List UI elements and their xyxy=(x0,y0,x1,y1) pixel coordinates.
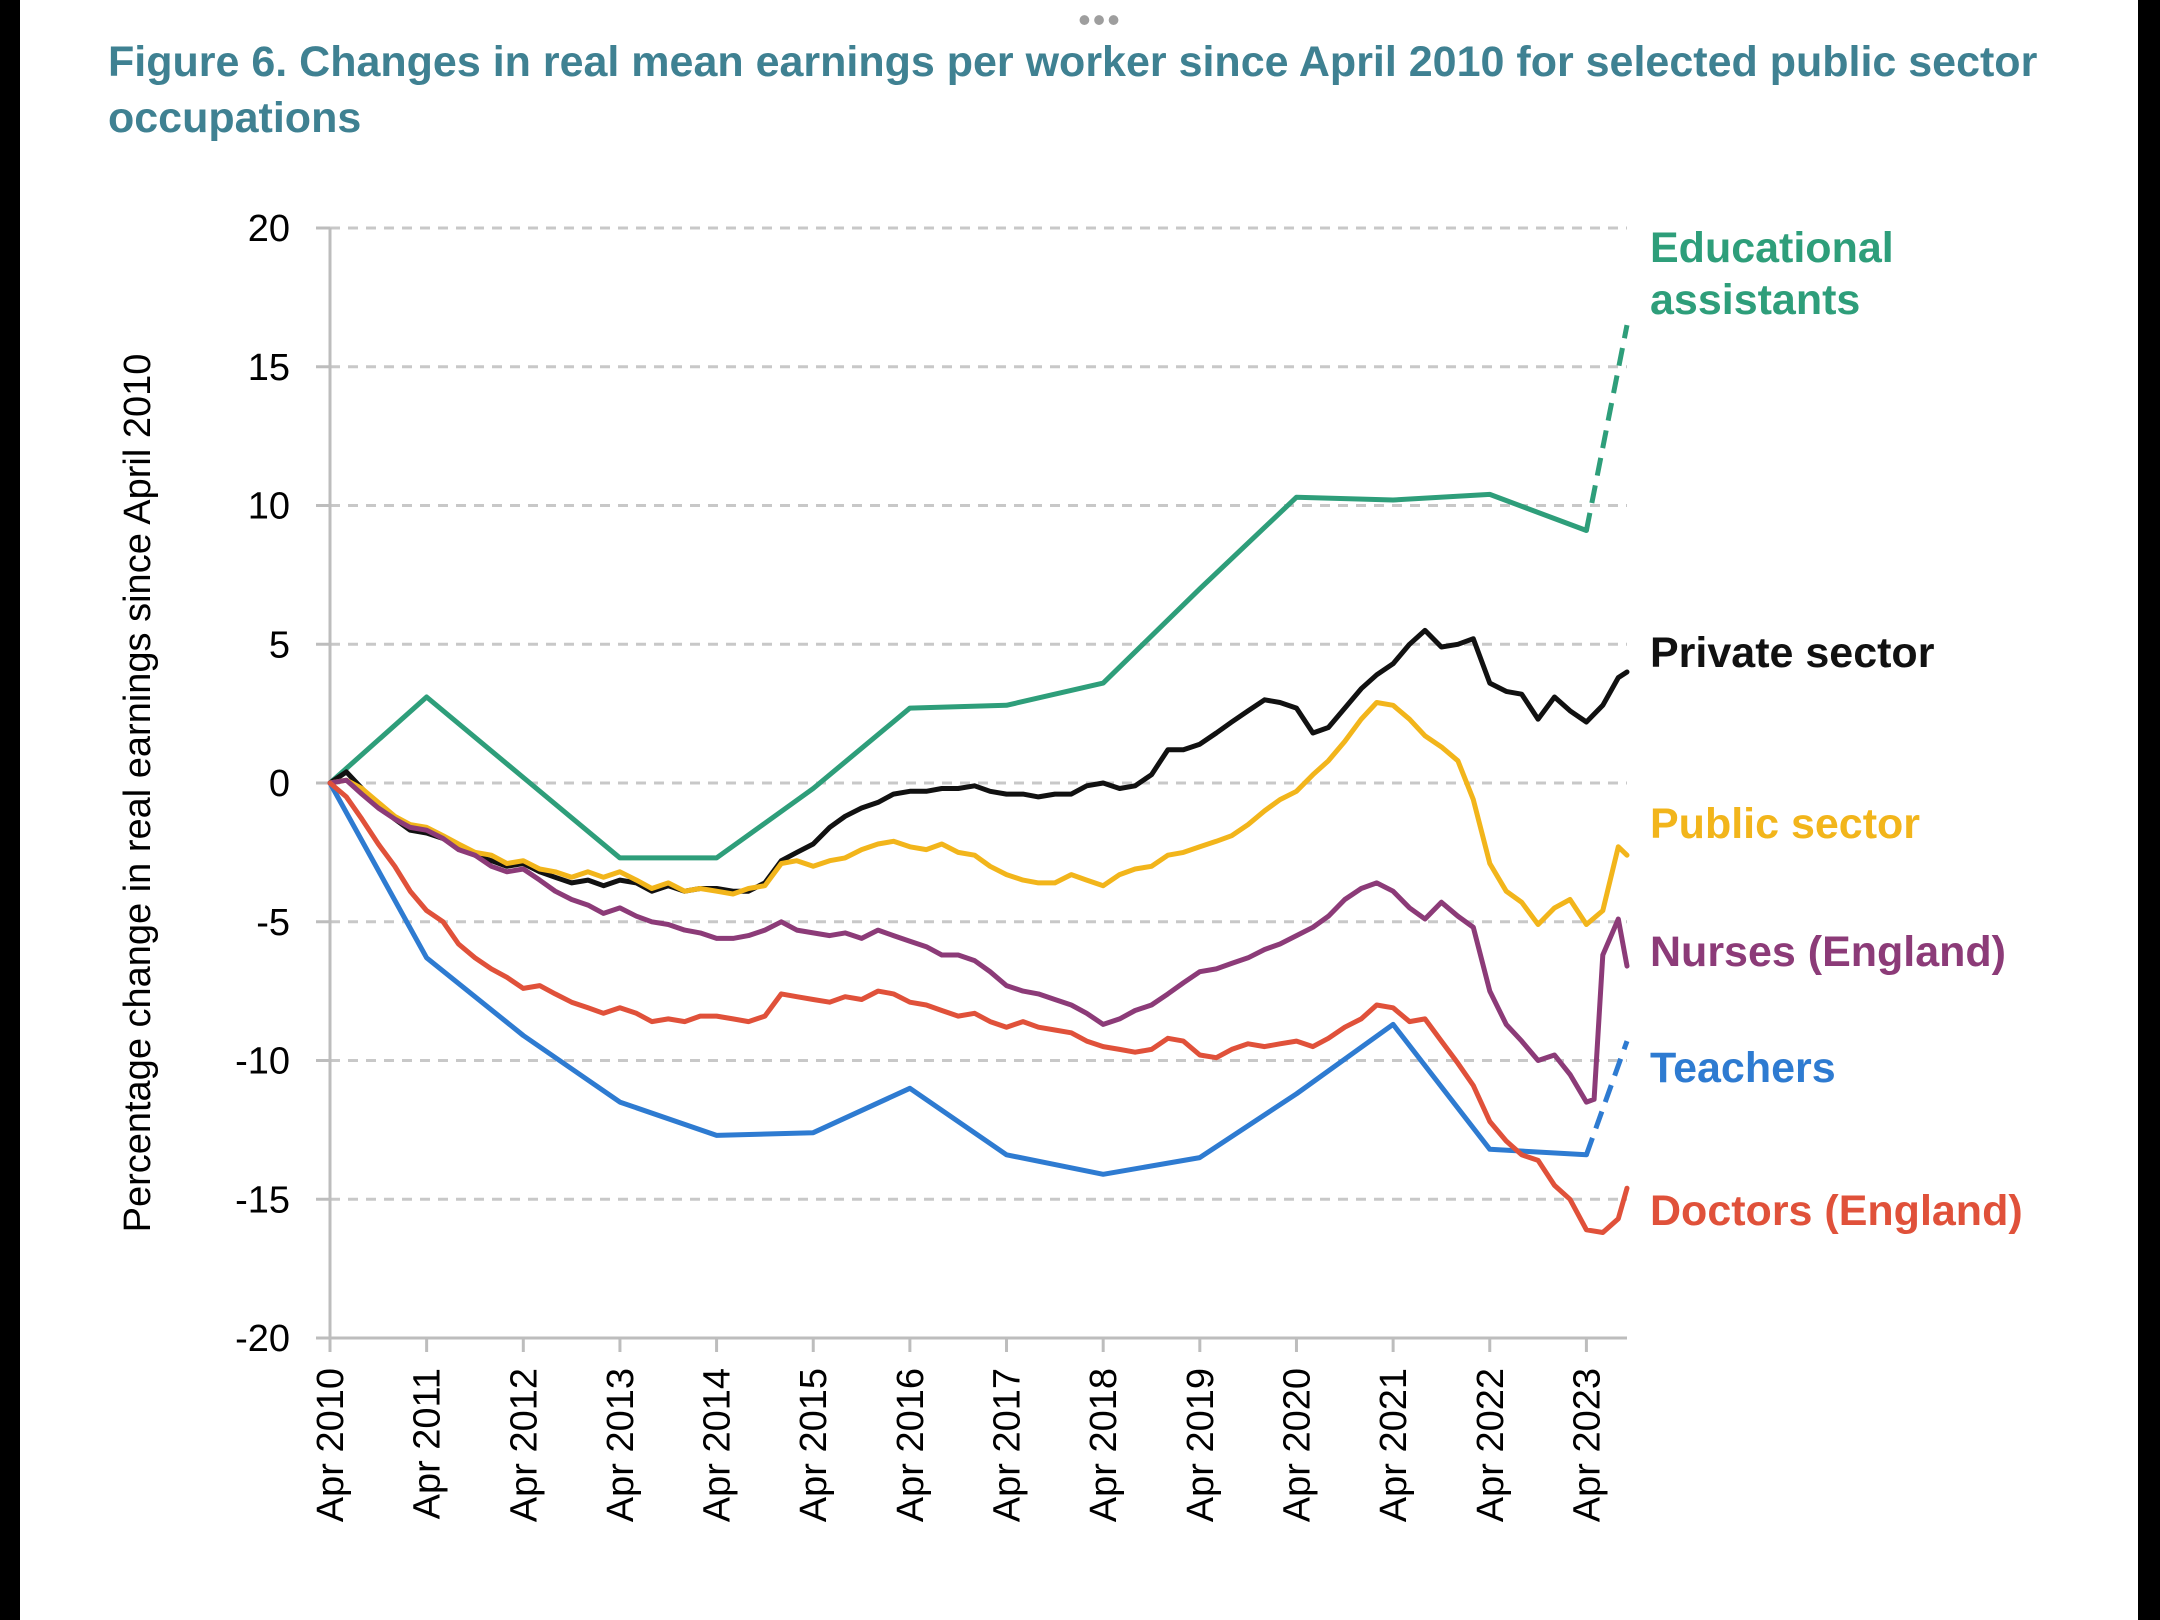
series-label-private-sector: Private sector xyxy=(1650,629,1935,677)
series-line-doctors-england xyxy=(327,780,1630,1235)
y-tick-label: 15 xyxy=(248,347,290,389)
series-label-nurses-england: Nurses (England) xyxy=(1650,928,2006,976)
x-tick-label: Apr 2023 xyxy=(1566,1368,1608,1522)
series-line-public-sector xyxy=(327,700,1630,927)
series-label-teachers: Teachers xyxy=(1650,1044,1836,1092)
x-tick-label: Apr 2011 xyxy=(407,1368,449,1519)
x-tick-label: Apr 2018 xyxy=(1083,1368,1125,1522)
grid-lines xyxy=(330,226,1627,1201)
series-label-educational-assistants: assistants xyxy=(1650,276,1860,324)
series-label-doctors-england: Doctors (England) xyxy=(1650,1187,2023,1235)
x-tick-label: Apr 2015 xyxy=(793,1368,835,1522)
more-options-icon[interactable]: ••• xyxy=(1078,0,1122,40)
y-tick-label: 5 xyxy=(269,624,290,666)
y-tick-label: 0 xyxy=(269,763,290,805)
x-tick-label: Apr 2012 xyxy=(503,1368,545,1522)
series-label-educational-assistants: Educational xyxy=(1650,224,1894,272)
y-tick-label: -5 xyxy=(256,902,290,944)
series-lines xyxy=(327,324,1630,1235)
y-tick-label: 20 xyxy=(248,208,290,250)
y-axis-ticks: 20 15 10 5 0 -5 -10 -15 -20 xyxy=(235,208,330,1360)
figure-page: ••• Figure 6. Changes in real mean earni… xyxy=(20,0,2138,1620)
series-line-teachers xyxy=(327,780,1589,1177)
x-tick-label: Apr 2017 xyxy=(987,1368,1029,1522)
figure-title: Figure 6. Changes in real mean earnings … xyxy=(108,38,2038,142)
projected-line-teachers xyxy=(1584,1040,1630,1156)
projected-line-educational-assistants xyxy=(1583,324,1630,531)
series-label-public-sector: Public sector xyxy=(1650,800,1920,848)
y-tick-label: -15 xyxy=(235,1179,290,1221)
y-axis-title: Percentage change in real earnings since… xyxy=(117,354,159,1233)
y-tick-label: 10 xyxy=(248,486,290,528)
x-tick-label: Apr 2014 xyxy=(697,1368,739,1522)
x-tick-label: Apr 2022 xyxy=(1470,1368,1512,1522)
x-tick-label: Apr 2021 xyxy=(1373,1368,1415,1522)
x-tick-label: Apr 2010 xyxy=(310,1368,352,1522)
series-line-nurses-england xyxy=(327,777,1630,1105)
x-tick-label: Apr 2020 xyxy=(1276,1368,1318,1522)
x-tick-label: Apr 2016 xyxy=(890,1368,932,1522)
x-tick-label: Apr 2019 xyxy=(1180,1368,1222,1522)
series-line-private-sector xyxy=(327,627,1630,894)
y-tick-label: -10 xyxy=(235,1041,290,1083)
series-line-educational-assistants xyxy=(327,491,1589,861)
y-tick-label: -20 xyxy=(235,1318,290,1360)
x-tick-label: Apr 2013 xyxy=(600,1368,642,1522)
x-axis-ticks: Apr 2010 Apr 2011 Apr 2012 Apr 2013 Apr 2014… xyxy=(310,1338,1608,1522)
